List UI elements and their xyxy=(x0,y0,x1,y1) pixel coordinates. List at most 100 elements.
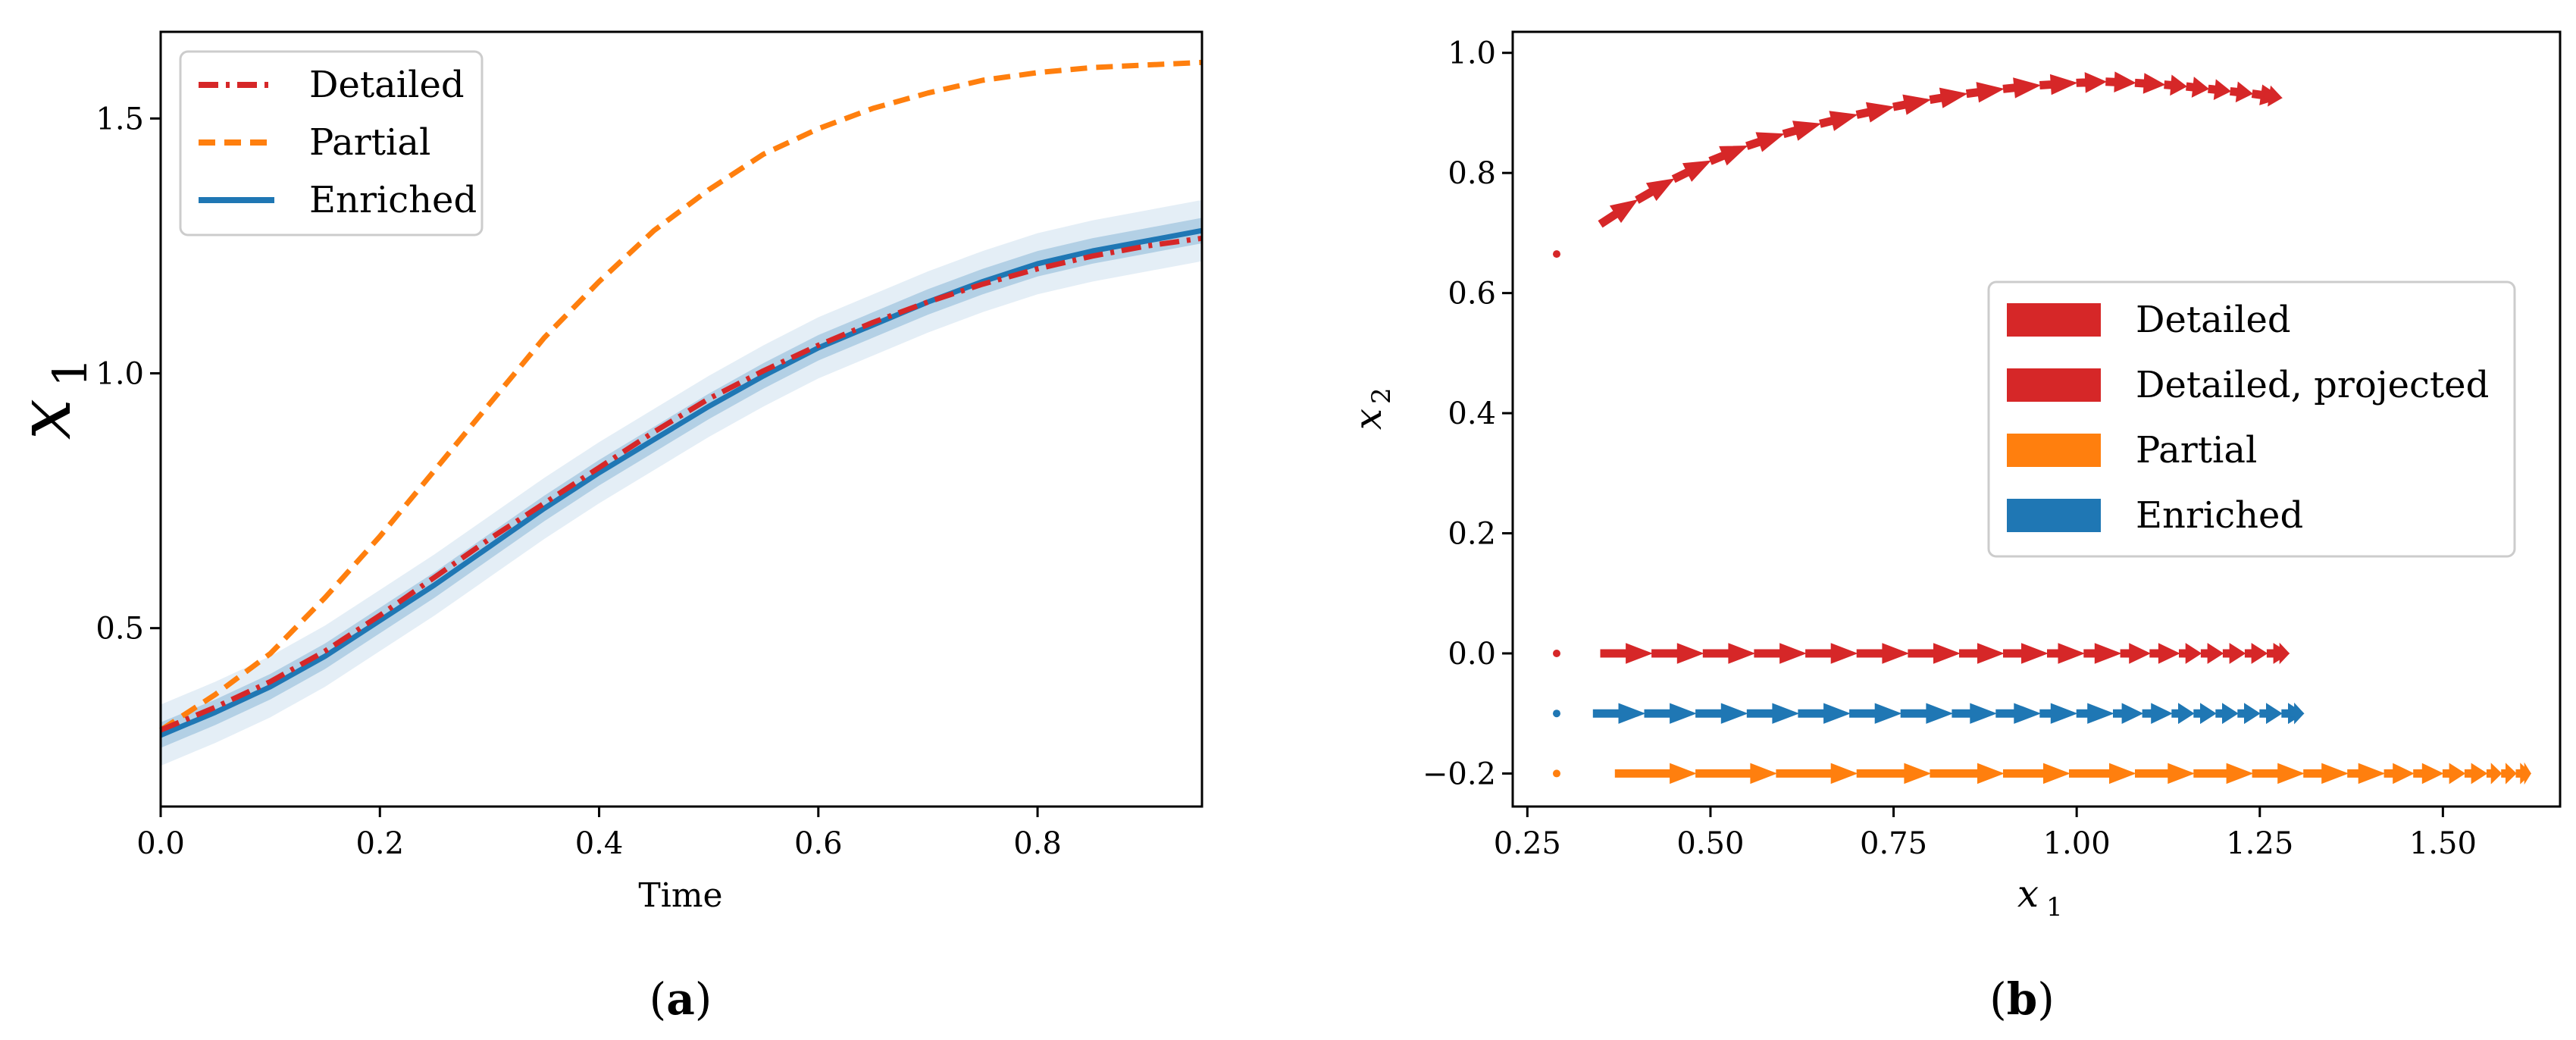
panel-b-legend: Detailed Detailed, projected Partial Enr… xyxy=(1987,280,2516,558)
x-tick-label: 1.00 xyxy=(2043,826,2111,861)
arrow-detailed-projected xyxy=(2244,643,2268,664)
legend-b-detailed-swatch xyxy=(2007,303,2101,337)
legend-b-enriched-swatch xyxy=(2007,499,2101,532)
arrow-enriched xyxy=(1746,703,1800,724)
y-tick-label: −0.2 xyxy=(1423,757,1496,791)
caption-b-close: ) xyxy=(2037,973,2055,1025)
arrow-enriched xyxy=(1592,703,1646,724)
arrow-partial xyxy=(2252,763,2305,785)
arrow-enriched xyxy=(1644,703,1698,724)
arrow-partial xyxy=(1614,763,1698,785)
arrow-partial xyxy=(2193,763,2254,785)
arrow-detailed-projected xyxy=(1651,643,1704,664)
arrow-enriched xyxy=(2290,702,2305,725)
legend-b-detailed-label: Detailed xyxy=(2136,299,2291,341)
arrow-detailed-projected xyxy=(1600,643,1654,664)
panel-b-ylabel-sub: 2 xyxy=(1366,387,1397,404)
arrow-detailed-projected xyxy=(2003,643,2049,664)
arrow-partial xyxy=(2442,763,2466,785)
arrow-detailed xyxy=(1855,102,1895,123)
arrow-partial xyxy=(2384,763,2415,785)
arrow-detailed xyxy=(2186,77,2210,98)
series-line-enriched xyxy=(159,227,1203,738)
arrow-detailed-projected xyxy=(1702,643,1756,664)
arrow-partial xyxy=(1930,763,2005,785)
panel-a-legend: Detailed Partial Enriched xyxy=(179,50,484,237)
caption-b-letter: b xyxy=(2007,973,2038,1025)
start-point-partial xyxy=(1552,769,1560,778)
arrow-enriched xyxy=(1995,703,2042,724)
arrow-detailed-projected xyxy=(2047,643,2086,664)
panel-b-plot-area xyxy=(1552,71,2532,785)
panel-a-caption: (a) xyxy=(649,973,712,1025)
arrow-detailed-projected xyxy=(2222,643,2246,664)
arrow-partial xyxy=(2135,763,2196,785)
legend-b-projected-label: Detailed, projected xyxy=(2136,364,2489,406)
legend-b-partial-swatch xyxy=(2007,434,2101,467)
arrow-enriched xyxy=(2076,703,2114,724)
series-line-partial xyxy=(159,59,1203,733)
legend-a-partial-label: Partial xyxy=(309,121,430,164)
y-tick-label: 0.4 xyxy=(1448,396,1496,431)
x-tick-label: 0.6 xyxy=(794,826,843,861)
x-tick-label: 0.8 xyxy=(1013,826,1062,861)
arrow-enriched xyxy=(1849,703,1902,724)
x-tick-label: 0.0 xyxy=(136,826,185,861)
legend-a-enriched-label: Enriched xyxy=(309,179,477,221)
panel-a-ticks: 0.0 0.2 0.4 0.6 0.8 0.5 1.0 1.5 xyxy=(95,102,1061,861)
x-tick-label: 1.25 xyxy=(2226,826,2293,861)
arrow-detailed xyxy=(1892,94,1932,115)
arrow-partial xyxy=(2003,763,2071,785)
arrow-enriched xyxy=(2215,703,2239,725)
panel-a-frame xyxy=(159,30,1203,808)
arrow-detailed-projected xyxy=(1908,643,1961,664)
arrow-detailed xyxy=(2263,85,2283,107)
arrow-detailed xyxy=(2230,81,2254,103)
x-tick-label: 0.75 xyxy=(1860,826,1927,861)
start-point-detailed-projected xyxy=(1552,649,1560,657)
panel-b-xlabel: x 1 xyxy=(2017,872,2063,923)
arrow-detailed-projected xyxy=(2200,643,2224,664)
arrow-partial xyxy=(1776,763,1858,785)
panel-b-frame xyxy=(1511,30,2562,808)
panel-b-xlabel-main: x xyxy=(2017,872,2039,916)
arrow-detailed-projected xyxy=(2120,643,2151,664)
arrow-detailed xyxy=(1965,82,2005,103)
arrow-detailed xyxy=(2002,77,2042,99)
arrow-detailed-projected xyxy=(2179,643,2202,664)
arrow-detailed-projected xyxy=(2275,642,2290,665)
arrow-partial xyxy=(2303,763,2349,785)
x-tick-label: 0.50 xyxy=(1676,826,1744,861)
y-tick-label: 0.2 xyxy=(1448,517,1496,552)
legend-b-projected-swatch xyxy=(2007,368,2101,402)
arrow-detailed xyxy=(1819,111,1858,131)
legend-b-partial-label: Partial xyxy=(2136,429,2257,471)
y-tick-label: 1.0 xyxy=(95,356,144,391)
panel-a-ylabel-main: x xyxy=(2,399,87,440)
panel-a: 0.0 0.2 0.4 0.6 0.8 0.5 1.0 1.5 Time x 1 Detail… xyxy=(2,30,1203,1025)
enriched-band-outer xyxy=(161,199,1202,766)
caption-a-close: ) xyxy=(695,973,712,1025)
arrow-enriched xyxy=(2237,703,2261,725)
legend-b-enriched-label: Enriched xyxy=(2136,494,2303,537)
x-tick-label: 0.4 xyxy=(575,826,624,861)
panel-b: 0.25 0.50 0.75 1.00 1.25 1.50 −0.2 0.0 0.2 0.4 0.6… xyxy=(1346,30,2562,1025)
arrow-detailed xyxy=(2134,73,2166,94)
arrow-detailed xyxy=(1671,160,1712,183)
x-tick-label: 0.25 xyxy=(1494,826,1561,861)
panel-b-xlabel-sub: 1 xyxy=(2046,892,2063,923)
arrow-detailed xyxy=(1598,199,1639,228)
arrow-enriched xyxy=(1798,703,1851,724)
panel-b-ylabel: x 2 xyxy=(1346,387,1397,430)
arrow-detailed-projected xyxy=(1754,643,1808,664)
arrow-partial xyxy=(2464,763,2488,785)
arrow-detailed xyxy=(1745,132,1785,152)
arrow-detailed-projected xyxy=(2083,643,2122,664)
y-tick-label: 0.5 xyxy=(95,612,144,647)
arrow-detailed xyxy=(1708,145,1748,166)
panel-a-legend-box xyxy=(179,50,484,237)
arrow-detailed-projected xyxy=(1959,643,2005,664)
arrow-detailed-projected xyxy=(1856,643,1910,664)
start-point-enriched xyxy=(1552,710,1560,718)
